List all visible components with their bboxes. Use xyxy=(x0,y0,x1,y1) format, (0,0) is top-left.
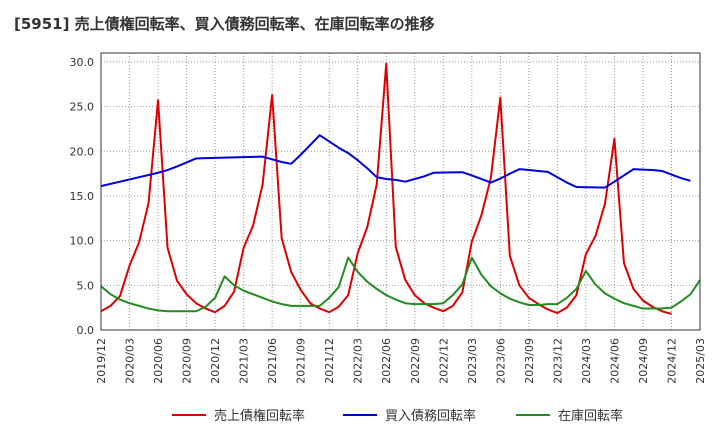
x-tick-label: 2020/09 xyxy=(181,338,194,384)
x-tick-label: 2019/12 xyxy=(95,338,108,384)
y-tick-label: 15.0 xyxy=(70,190,95,203)
plot-border xyxy=(100,52,701,331)
x-tick-label: 2020/03 xyxy=(124,338,137,384)
legend-label-2: 買入債務回転率 xyxy=(385,408,476,424)
x-tick-label: 2023/09 xyxy=(523,338,536,384)
x-tick-label: 2022/12 xyxy=(437,338,450,384)
x-tick-label: 2021/06 xyxy=(266,338,279,384)
x-tick-label: 2024/06 xyxy=(608,338,621,384)
legend-label-3: 在庫回転率 xyxy=(558,408,623,424)
x-tick-label: 2024/03 xyxy=(580,338,593,384)
x-tick-label: 2025/03 xyxy=(694,338,707,384)
y-tick-label: 0.0 xyxy=(77,324,95,337)
x-tick-label: 2021/12 xyxy=(323,338,336,384)
series-line-2 xyxy=(100,134,691,189)
x-tick-label: 2023/03 xyxy=(466,338,479,384)
series-line-1 xyxy=(100,62,672,315)
chart-title: [5951] 売上債権回転率、買入債務回転率、在庫回転率の推移 xyxy=(14,15,435,33)
y-tick-label: 30.0 xyxy=(70,56,95,69)
x-tick-label: 2021/03 xyxy=(238,338,251,384)
plot-area xyxy=(100,52,701,331)
x-tick-label: 2024/12 xyxy=(665,338,678,384)
y-tick-label: 10.0 xyxy=(70,235,95,248)
x-tick-label: 2021/09 xyxy=(295,338,308,384)
x-tick-label: 2022/06 xyxy=(380,338,393,384)
x-tick-label: 2023/12 xyxy=(551,338,564,384)
x-tick-label: 2020/06 xyxy=(152,338,165,384)
series-line-3 xyxy=(100,256,701,313)
x-tick-label: 2022/09 xyxy=(409,338,422,384)
x-tick-label: 2024/09 xyxy=(637,338,650,384)
x-tick-label: 2020/12 xyxy=(209,338,222,384)
y-tick-label: 25.0 xyxy=(70,101,95,114)
y-tick-label: 20.0 xyxy=(70,145,95,158)
legend-label-1: 売上債権回転率 xyxy=(214,408,305,424)
y-tick-label: 5.0 xyxy=(77,279,95,292)
x-tick-label: 2023/06 xyxy=(494,338,507,384)
x-tick-label: 2022/03 xyxy=(352,338,365,384)
